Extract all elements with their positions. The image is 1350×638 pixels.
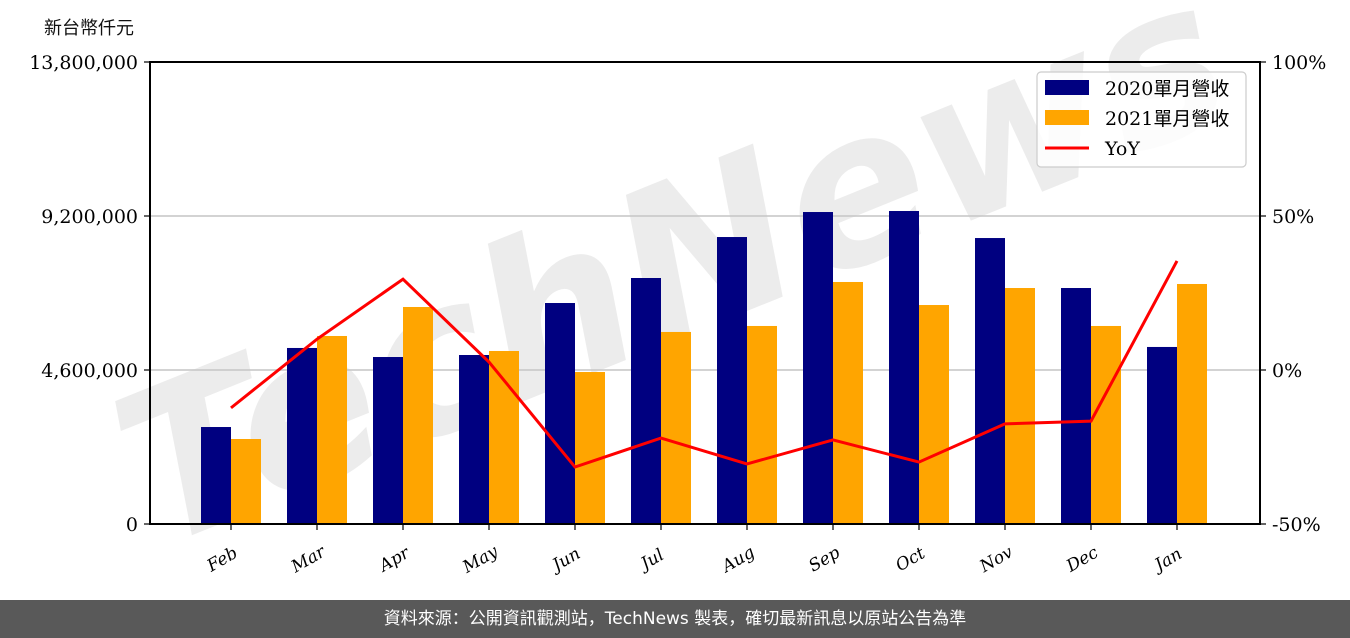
bar-2021	[403, 306, 433, 524]
source-footer: 資料來源：公開資訊觀測站，TechNews 製表，確切最新訊息以原站公告為準	[0, 600, 1350, 638]
legend-label-2020: 2020單月營收	[1105, 78, 1229, 100]
bar-2021	[661, 331, 691, 524]
bar-2021	[919, 305, 949, 524]
y2-tick-label: 0%	[1272, 360, 1302, 382]
y2-tick-label: -50%	[1272, 514, 1321, 536]
legend-swatch-2021	[1045, 110, 1089, 125]
plot-frame	[149, 61, 1261, 525]
x-tick-label: Sep	[805, 543, 843, 577]
bar-2021	[489, 350, 519, 524]
x-tick-label: May	[459, 542, 502, 579]
legend-swatch-2020	[1045, 80, 1089, 95]
y2-tick-label: 50%	[1272, 206, 1314, 228]
bar-2020	[201, 427, 231, 524]
y2-tick-label: 100%	[1272, 52, 1326, 74]
bar-2020	[373, 357, 403, 524]
bar-2020	[1061, 288, 1091, 524]
y-tick-label: 9,200,000	[41, 206, 138, 228]
y-tick-label: 0	[126, 514, 138, 536]
bar-2021	[1177, 283, 1207, 524]
x-tick-label: Nov	[976, 542, 1017, 577]
legend-label-yoy: YoY	[1104, 138, 1140, 160]
x-tick-label: Aug	[717, 542, 758, 577]
y-tick-label: 4,600,000	[41, 360, 138, 382]
bar-2021	[317, 335, 347, 524]
y-tick-label: 13,800,000	[29, 52, 138, 74]
legend	[1036, 71, 1247, 168]
bar-2020	[975, 238, 1005, 525]
y-axis-unit-label: 新台幣仟元	[44, 18, 134, 39]
x-tick-label: Jun	[546, 544, 583, 577]
bar-2020	[1147, 346, 1177, 524]
x-tick-label: Jan	[1149, 544, 1186, 577]
legend-label-2021: 2021單月營收	[1105, 108, 1229, 130]
bar-2020	[803, 212, 833, 524]
bar-2020	[545, 303, 575, 524]
yoy-line	[230, 260, 1179, 469]
bar-2020	[889, 211, 919, 525]
bar-2021	[1005, 288, 1035, 524]
bar-2021	[833, 281, 863, 524]
bar-2020	[287, 347, 317, 524]
bar-2021	[575, 372, 605, 524]
bar-2020	[717, 237, 747, 524]
x-tick-label: Dec	[1062, 542, 1102, 577]
bar-2020	[459, 355, 489, 524]
bar-2021	[1091, 325, 1121, 524]
x-tick-label: Oct	[892, 543, 928, 576]
bar-2021	[231, 438, 261, 524]
x-tick-label: Apr	[374, 543, 414, 577]
x-tick-label: Jul	[635, 545, 668, 575]
bar-2020	[631, 278, 661, 524]
bar-2021	[747, 325, 777, 524]
